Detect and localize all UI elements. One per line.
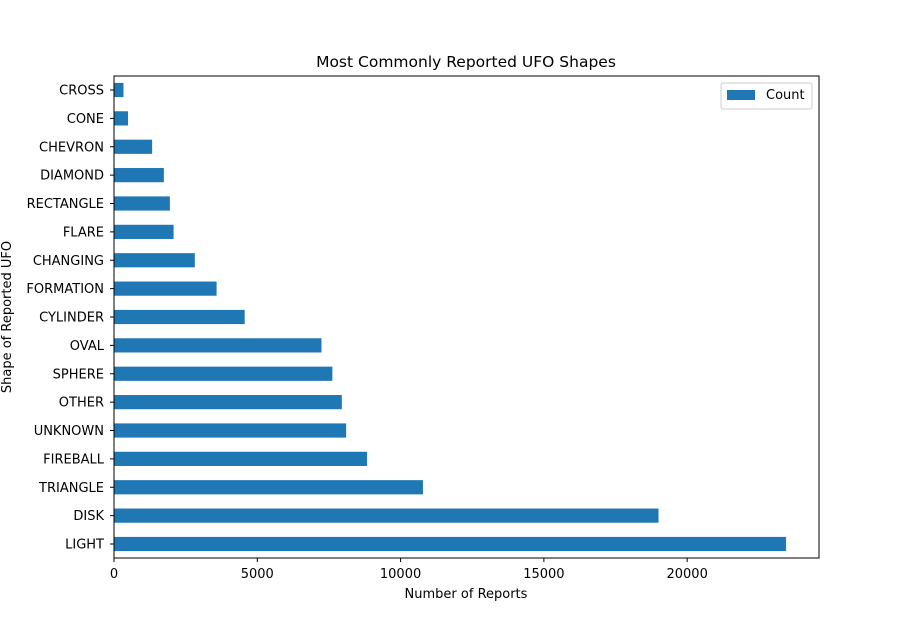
bar-flare xyxy=(114,224,174,239)
bar-light xyxy=(114,536,787,552)
bars-group xyxy=(114,82,787,552)
bar-cone xyxy=(114,111,129,126)
chart-title: Most Commonly Reported UFO Shapes xyxy=(316,53,616,71)
bar-other xyxy=(114,395,342,410)
bar-sphere xyxy=(114,366,333,381)
bar-rectangle xyxy=(114,196,170,211)
y-tick-label: FLARE xyxy=(63,225,104,240)
bar-diamond xyxy=(114,168,164,183)
y-axis-label: Shape of Reported UFO xyxy=(0,241,15,393)
y-tick-label: DISK xyxy=(73,509,104,524)
y-tick-label: FORMATION xyxy=(26,282,104,297)
y-tick-label: OTHER xyxy=(59,396,104,411)
y-tick-label: LIGHT xyxy=(65,538,104,553)
x-tick-label: 20000 xyxy=(666,567,707,582)
x-tick-label: 15000 xyxy=(523,567,564,582)
y-tick-label: OVAL xyxy=(70,339,105,354)
y-tick-label: DIAMOND xyxy=(40,169,104,184)
x-axis-label: Number of Reports xyxy=(405,587,528,602)
x-ticks-group: 0 5000 10000 15000 20000 xyxy=(110,558,708,582)
x-tick-label: 10000 xyxy=(380,567,421,582)
bar-formation xyxy=(114,281,217,296)
legend-box xyxy=(720,82,813,110)
bar-cross xyxy=(114,82,124,98)
plot-frame xyxy=(113,75,820,559)
y-tick-label: CYLINDER xyxy=(39,311,104,326)
y-tick-label: RECTANGLE xyxy=(27,197,104,212)
bar-oval xyxy=(114,338,322,353)
bar-unknown xyxy=(114,423,347,438)
bar-cylinder xyxy=(114,309,245,325)
legend-label: Count xyxy=(766,88,805,103)
y-tick-label: CHEVRON xyxy=(39,140,104,155)
y-ticks-group: LIGHT DISK TRIANGLE FIREBALL UNKNOWN OTHER SPH… xyxy=(26,84,114,553)
bar-disk xyxy=(114,508,659,523)
y-tick-label: CROSS xyxy=(59,84,104,99)
y-tick-label: CHANGING xyxy=(33,254,104,269)
bar-triangle xyxy=(114,480,423,495)
legend-swatch xyxy=(727,90,755,100)
legend: Count xyxy=(720,82,813,110)
y-tick-label: UNKNOWN xyxy=(34,424,104,439)
bar-changing xyxy=(114,253,195,268)
y-tick-label: CONE xyxy=(67,112,104,127)
y-tick-label: FIREBALL xyxy=(43,452,105,467)
y-tick-label: TRIANGLE xyxy=(38,481,104,496)
y-tick-label: SPHERE xyxy=(53,367,104,382)
bar-chevron xyxy=(114,139,153,154)
x-tick-label: 5000 xyxy=(241,567,274,582)
x-tick-label: 0 xyxy=(110,567,118,582)
bar-fireball xyxy=(114,451,368,466)
